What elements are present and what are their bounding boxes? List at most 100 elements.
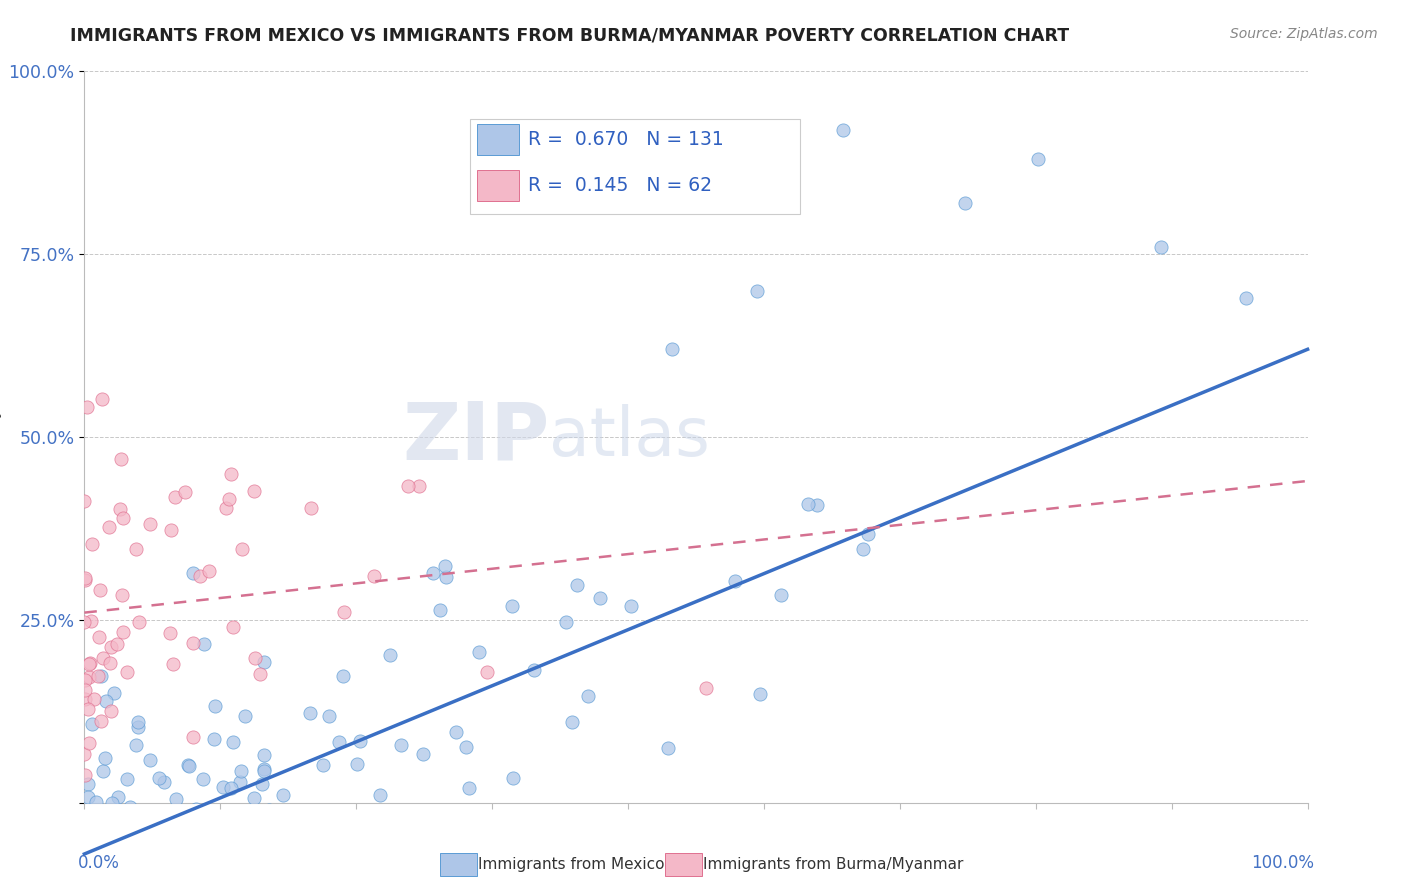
Point — [253, 764, 276, 779]
Point — [127, 714, 149, 729]
Point — [91, 650, 114, 665]
Point — [806, 498, 828, 512]
Point — [107, 790, 129, 805]
Text: Immigrants from Burma/Myanmar: Immigrants from Burma/Myanmar — [703, 857, 963, 871]
Point — [90, 669, 112, 683]
Point — [298, 871, 321, 885]
Point — [429, 603, 451, 617]
Point — [174, 484, 197, 499]
Point — [125, 891, 148, 892]
Point — [138, 753, 160, 767]
Text: IMMIGRANTS FROM MEXICO VS IMMIGRANTS FROM BURMA/MYANMAR POVERTY CORRELATION CHAR: IMMIGRANTS FROM MEXICO VS IMMIGRANTS FRO… — [70, 27, 1070, 45]
Point — [252, 762, 274, 776]
Point — [90, 714, 112, 729]
FancyBboxPatch shape — [477, 170, 519, 201]
Point — [100, 796, 122, 810]
Point — [193, 637, 215, 651]
Point — [115, 665, 138, 680]
Point — [87, 630, 110, 644]
Point — [125, 739, 148, 753]
Point — [98, 520, 121, 534]
Point — [695, 681, 717, 695]
Point — [475, 665, 498, 679]
Point — [242, 880, 264, 892]
Point — [555, 615, 578, 630]
Point — [111, 588, 134, 602]
Point — [73, 870, 96, 884]
Point — [748, 687, 770, 701]
Point — [83, 691, 105, 706]
Point — [89, 582, 111, 597]
Point — [77, 702, 100, 716]
Point — [249, 667, 271, 681]
Text: 100.0%: 100.0% — [1251, 854, 1313, 872]
Point — [91, 392, 114, 406]
Point — [253, 748, 276, 763]
Point — [221, 735, 243, 749]
Point — [412, 747, 434, 761]
Point — [80, 614, 103, 628]
Point — [177, 758, 200, 772]
Point — [242, 483, 264, 498]
Point — [1236, 291, 1258, 305]
Point — [73, 864, 96, 879]
Point — [170, 814, 193, 828]
Point — [831, 123, 853, 137]
Point — [73, 574, 96, 588]
Point — [433, 558, 456, 573]
Point — [565, 578, 588, 592]
Point — [231, 764, 253, 779]
Point — [159, 815, 181, 830]
Point — [219, 781, 242, 796]
Point — [115, 810, 138, 824]
Point — [205, 831, 228, 846]
Point — [770, 588, 793, 602]
Point — [408, 479, 430, 493]
Point — [283, 867, 305, 881]
Point — [100, 704, 122, 718]
Point — [117, 772, 139, 786]
Point — [110, 452, 132, 467]
Point — [128, 615, 150, 629]
Point — [576, 689, 599, 703]
Point — [159, 523, 181, 537]
Point — [179, 758, 201, 772]
Point — [73, 615, 96, 630]
Point — [139, 517, 162, 532]
Point — [1150, 240, 1173, 254]
Point — [389, 738, 412, 752]
Point — [77, 805, 100, 820]
FancyBboxPatch shape — [470, 119, 800, 214]
Point — [953, 196, 976, 211]
Point — [222, 620, 245, 634]
Point — [162, 821, 184, 835]
Point — [346, 757, 368, 772]
Point — [118, 869, 141, 883]
Text: Immigrants from Mexico: Immigrants from Mexico — [478, 857, 665, 871]
Point — [172, 849, 194, 863]
Point — [87, 669, 110, 683]
Point — [523, 663, 546, 677]
Point — [94, 751, 117, 765]
Point — [318, 708, 340, 723]
Text: ZIP: ZIP — [402, 398, 550, 476]
Point — [80, 717, 103, 731]
Point — [208, 825, 231, 839]
Point — [221, 859, 243, 873]
Point — [83, 877, 105, 891]
Point — [250, 777, 273, 791]
Point — [1028, 152, 1050, 166]
Point — [76, 400, 98, 414]
Point — [73, 691, 96, 706]
Point — [73, 875, 96, 889]
Point — [165, 792, 187, 806]
Point — [852, 541, 875, 556]
Point — [252, 842, 274, 856]
Point — [77, 789, 100, 804]
Point — [127, 721, 149, 735]
Point — [211, 780, 233, 794]
Point — [73, 827, 96, 841]
Point — [169, 855, 191, 869]
Point — [118, 800, 141, 814]
Point — [328, 734, 350, 748]
